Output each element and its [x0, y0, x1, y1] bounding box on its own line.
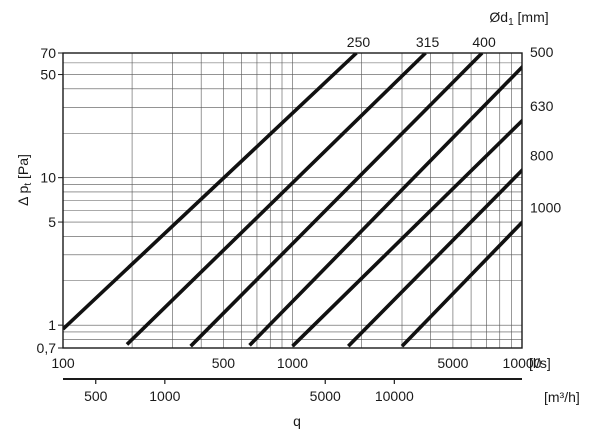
- x-tick-label-secondary: 5000: [310, 388, 341, 404]
- series-line-1000: [400, 219, 522, 348]
- x-tick-label-secondary: 10000: [375, 388, 414, 404]
- x-tick-label-primary: 10000: [503, 355, 542, 371]
- x-tick-label-secondary: 500: [84, 388, 108, 404]
- y-tick-label: 1: [48, 317, 56, 333]
- x-tick-label-secondary: 1000: [149, 388, 180, 404]
- x-tick-label-primary: 500: [212, 355, 236, 371]
- x-tick-label-primary: 100: [51, 355, 75, 371]
- series-labels: 250 315 400 500 630 800 1000: [347, 34, 562, 215]
- plot-frame: [62, 52, 523, 349]
- series-label-250: 250: [347, 34, 371, 50]
- series-label-1000: 1000: [530, 199, 561, 215]
- x-tick-label-primary: 5000: [437, 355, 468, 371]
- series-line-630: [291, 118, 522, 348]
- y-tick-label: 0,7: [37, 340, 57, 356]
- series-header: Ød1 [mm]: [489, 9, 548, 28]
- y-tick-label: 70: [40, 45, 56, 61]
- series-label-315: 315: [416, 34, 440, 50]
- x-unit-secondary: [m³/h]: [544, 389, 580, 405]
- series-label-630: 630: [530, 98, 554, 114]
- series-line-315: [125, 53, 427, 346]
- series-label-400: 400: [472, 34, 496, 50]
- chart-grid: [63, 53, 522, 348]
- series-line-250: [63, 53, 358, 331]
- x-unit-primary: [l/s]: [529, 355, 551, 371]
- series-lines: [63, 53, 522, 348]
- series-line-500: [248, 64, 522, 347]
- y-tick-label: 5: [48, 214, 56, 230]
- series-label-800: 800: [530, 147, 554, 163]
- series-label-500: 500: [530, 44, 554, 60]
- series-line-800: [346, 167, 522, 348]
- y-axis-label: Δ pt [Pa]: [15, 154, 34, 206]
- y-tick-label: 10: [40, 170, 56, 186]
- y-tick-label: 50: [40, 67, 56, 83]
- x-tick-label-primary: 1000: [277, 355, 308, 371]
- x-axis-label: q: [293, 413, 301, 429]
- series-line-400: [189, 53, 484, 348]
